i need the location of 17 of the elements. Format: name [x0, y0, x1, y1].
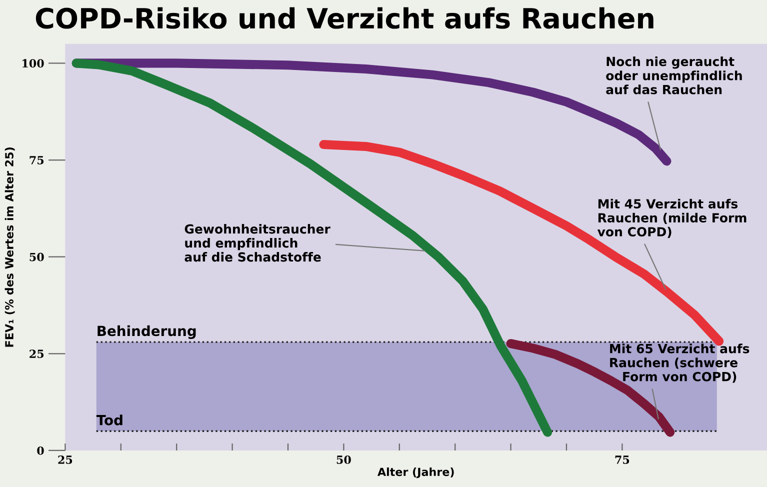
y-tick-label: 50 — [30, 252, 44, 262]
y-tick-label: 0 — [37, 446, 44, 455]
x-tick-label: 25 — [58, 456, 72, 464]
annotation: Noch nie geraucht oder unempfindlich auf das Rauchen — [606, 56, 742, 94]
y-tick-label: 100 — [22, 59, 44, 68]
ref-line-label: Tod — [96, 414, 122, 426]
y-tick-label: 25 — [30, 350, 44, 358]
ref-line-label: Behinderung — [98, 325, 196, 339]
annotation: Gewohnheitsraucher und empfindlich auf die Schadstoffe — [184, 224, 330, 262]
x-axis-title: Alter (Jahre) — [377, 467, 454, 478]
chart-title: COPD-Risiko und Verzicht aufs Rauchen — [36, 7, 654, 29]
x-tick-label: 75 — [615, 456, 630, 464]
annotation: Mit 45 Verzicht aufs Rauchen (milde Form von COPD) — [597, 198, 746, 238]
y-tick-label: 75 — [30, 156, 44, 164]
annotation: Mit 65 Verzicht aufs Rauchen (schwere Form von COPD) — [610, 344, 750, 383]
y-axis-title: FEV₁ (% des Wertes im Alter 25) — [4, 148, 15, 347]
x-tick-label: 50 — [336, 456, 351, 464]
